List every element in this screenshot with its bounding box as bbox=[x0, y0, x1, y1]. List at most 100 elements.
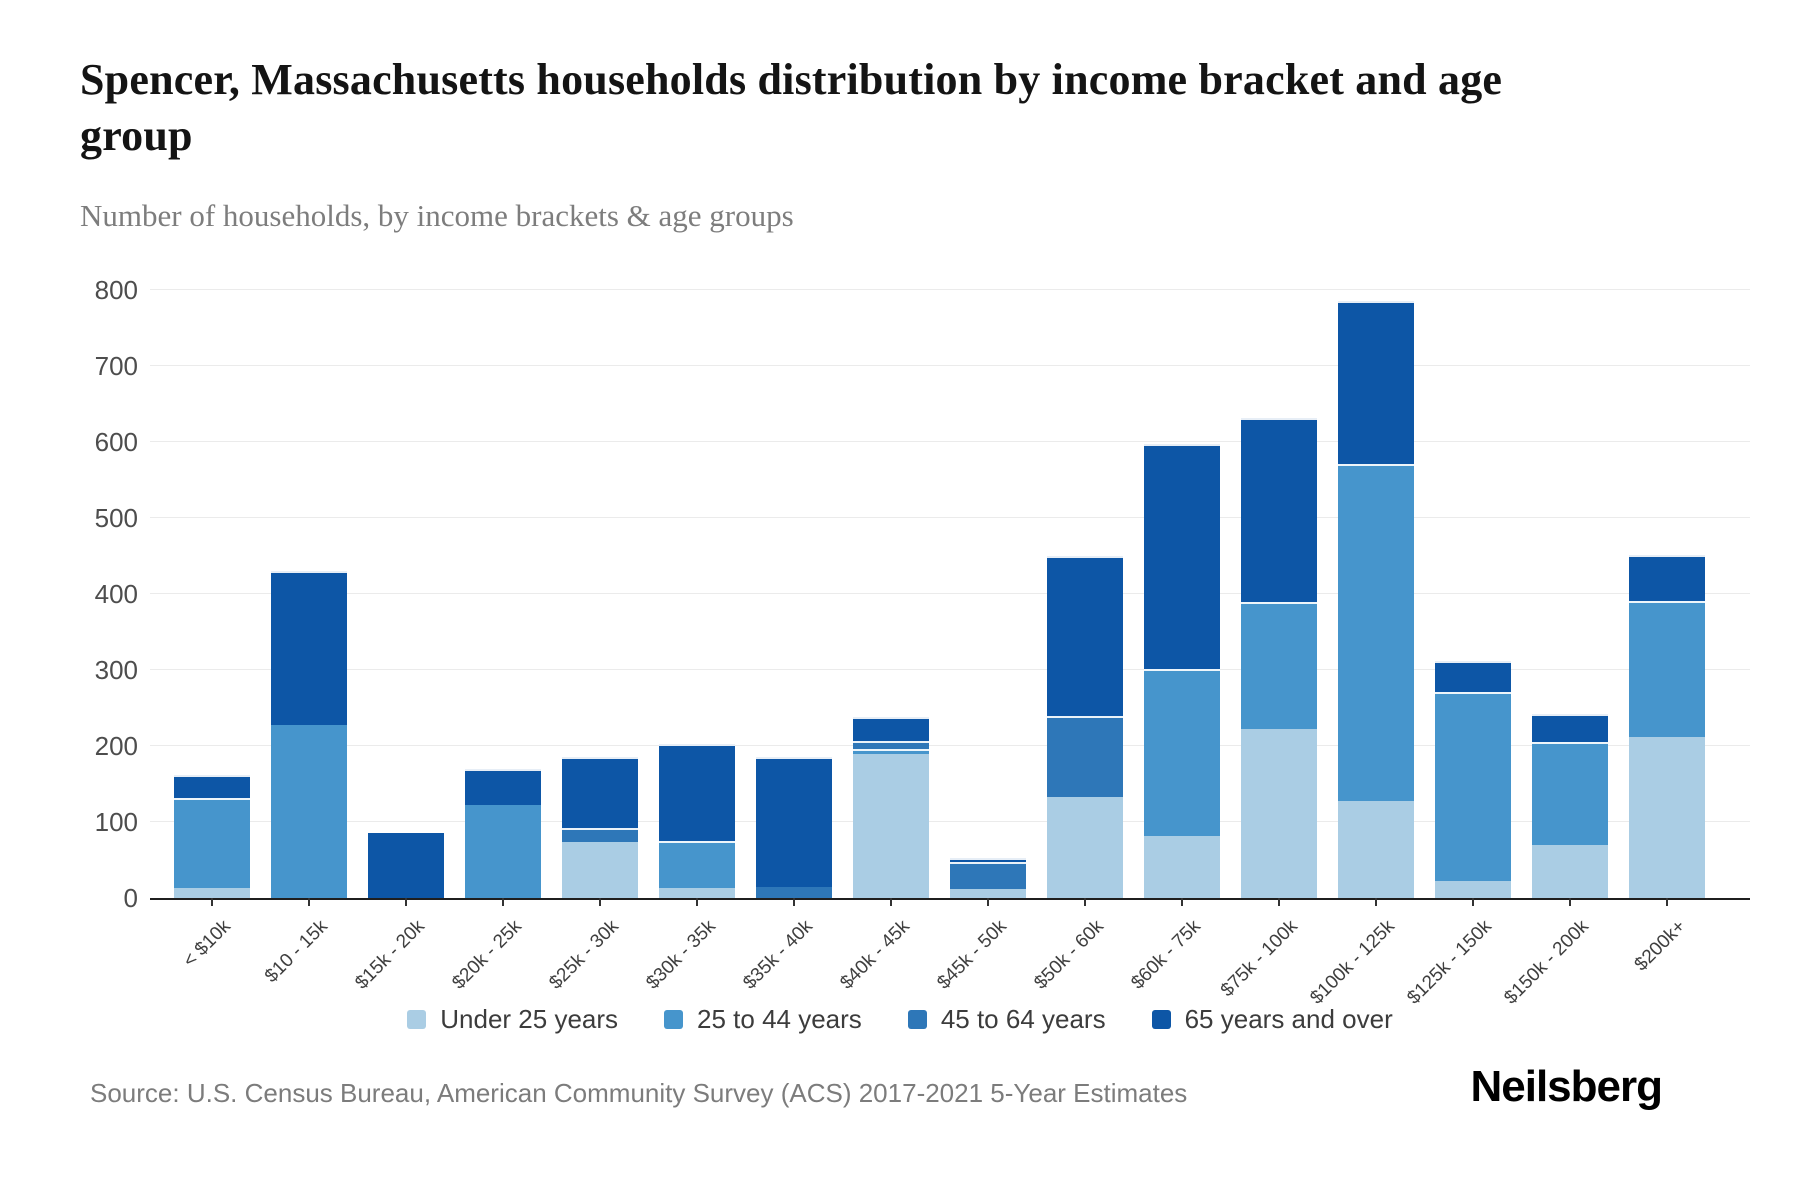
y-tick-label-400: 400 bbox=[94, 579, 138, 609]
bar-segment[interactable] bbox=[1338, 801, 1414, 898]
bar-segment[interactable] bbox=[950, 857, 1026, 862]
bar-segment[interactable] bbox=[853, 717, 929, 741]
x-tick bbox=[211, 898, 213, 906]
bar-200k+[interactable] bbox=[1629, 554, 1705, 898]
legend-label: 45 to 64 years bbox=[940, 1004, 1106, 1034]
bar-segment[interactable] bbox=[1144, 668, 1220, 836]
gridline-700 bbox=[150, 365, 1750, 366]
bar-100k-125k[interactable] bbox=[1338, 301, 1414, 898]
bar-segment[interactable] bbox=[368, 833, 444, 898]
bar-segment[interactable] bbox=[1144, 443, 1220, 669]
x-tick bbox=[1375, 898, 1377, 906]
page-subtitle: Number of households, by income brackets… bbox=[80, 198, 794, 233]
bar-segment[interactable] bbox=[1629, 600, 1705, 737]
bar-segment[interactable] bbox=[465, 805, 541, 898]
bar-segment[interactable] bbox=[659, 888, 735, 898]
legend-label: 25 to 44 years bbox=[697, 1004, 862, 1034]
bar-25k-30k[interactable] bbox=[562, 757, 638, 898]
x-tick bbox=[599, 898, 601, 906]
bar-segment[interactable] bbox=[950, 861, 1026, 889]
bar-75k-100k[interactable] bbox=[1241, 417, 1317, 898]
x-tick-label: $60k - 75k bbox=[1127, 916, 1205, 994]
y-tick-label-200: 200 bbox=[94, 731, 138, 761]
bar-segment[interactable] bbox=[1241, 729, 1317, 898]
y-tick-label-600: 600 bbox=[94, 427, 138, 457]
bar-50k-60k[interactable] bbox=[1047, 556, 1123, 898]
legend-swatch-icon bbox=[407, 1010, 427, 1029]
legend-item-65-years-and-over[interactable]: 65 years and over bbox=[1151, 1004, 1393, 1035]
x-tick-label: $45k - 50k bbox=[933, 916, 1011, 994]
bar-segment[interactable] bbox=[1047, 715, 1123, 797]
bar-segment[interactable] bbox=[1629, 736, 1705, 898]
bar-segment[interactable] bbox=[1047, 556, 1123, 716]
bar-segment[interactable] bbox=[562, 828, 638, 842]
bar-segment[interactable] bbox=[1435, 880, 1511, 898]
bar-segment[interactable] bbox=[465, 768, 541, 806]
x-tick bbox=[987, 898, 989, 906]
legend-item-under-25-years[interactable]: Under 25 years bbox=[407, 1004, 618, 1035]
bar-segment[interactable] bbox=[1241, 601, 1317, 730]
x-tick bbox=[308, 898, 310, 906]
bar-segment[interactable] bbox=[1144, 835, 1220, 898]
x-tick bbox=[890, 898, 892, 906]
bar-20k-25k[interactable] bbox=[465, 768, 541, 898]
bar-segment[interactable] bbox=[1435, 660, 1511, 693]
bar-10k[interactable] bbox=[174, 774, 250, 898]
bar-segment[interactable] bbox=[659, 841, 735, 889]
bar-segment[interactable] bbox=[1532, 714, 1608, 743]
gridline-100 bbox=[150, 821, 1750, 822]
legend-swatch-icon bbox=[1151, 1010, 1171, 1029]
bar-segment[interactable] bbox=[1241, 417, 1317, 602]
bar-segment[interactable] bbox=[1338, 464, 1414, 802]
bar-segment[interactable] bbox=[853, 754, 929, 898]
bar-segment[interactable] bbox=[271, 725, 347, 898]
bar-segment[interactable] bbox=[1047, 796, 1123, 898]
x-tick-label: $50k - 60k bbox=[1030, 916, 1108, 994]
x-tick bbox=[1181, 898, 1183, 906]
bar-segment[interactable] bbox=[950, 888, 1026, 898]
y-tick-label-300: 300 bbox=[94, 655, 138, 685]
x-tick bbox=[1278, 898, 1280, 906]
bar-segment[interactable] bbox=[1338, 301, 1414, 465]
bar-segment[interactable] bbox=[562, 841, 638, 898]
bar-segment[interactable] bbox=[756, 886, 832, 898]
bar-segment[interactable] bbox=[1435, 692, 1511, 881]
x-tick-label: $35k - 40k bbox=[739, 916, 817, 994]
x-tick bbox=[1666, 898, 1668, 906]
bar-segment[interactable] bbox=[1532, 742, 1608, 845]
x-tick-label: $150k - 200k bbox=[1500, 916, 1593, 1009]
source-note: Source: U.S. Census Bureau, American Com… bbox=[90, 1078, 1188, 1108]
x-axis-line bbox=[150, 898, 1750, 900]
bar-segment[interactable] bbox=[271, 571, 347, 726]
bar-segment[interactable] bbox=[1629, 554, 1705, 601]
chart-legend: Under 25 years 25 to 44 years 45 to 64 yea… bbox=[0, 1004, 1800, 1035]
bar-30k-35k[interactable] bbox=[659, 743, 735, 898]
bar-15k-20k[interactable] bbox=[368, 833, 444, 898]
legend-label: 65 years and over bbox=[1184, 1004, 1393, 1034]
bar-segment[interactable] bbox=[659, 743, 735, 842]
x-tick-label: $20k - 25k bbox=[448, 916, 526, 994]
bar-150k-200k[interactable] bbox=[1532, 714, 1608, 898]
bar-segment[interactable] bbox=[174, 888, 250, 898]
y-tick-label-700: 700 bbox=[94, 351, 138, 381]
bar-segment[interactable] bbox=[174, 798, 250, 889]
bar-segment[interactable] bbox=[853, 740, 929, 750]
bar-125k-150k[interactable] bbox=[1435, 660, 1511, 898]
gridline-200 bbox=[150, 745, 1750, 746]
bar-segment[interactable] bbox=[853, 749, 929, 755]
bar-segment[interactable] bbox=[1532, 844, 1608, 898]
x-tick bbox=[793, 898, 795, 906]
bar-segment[interactable] bbox=[562, 757, 638, 829]
bar-segment[interactable] bbox=[174, 774, 250, 799]
bar-35k-40k[interactable] bbox=[756, 757, 832, 898]
bar-60k-75k[interactable] bbox=[1144, 443, 1220, 898]
x-tick-label: $200k+ bbox=[1630, 916, 1690, 976]
bar-45k-50k[interactable] bbox=[950, 857, 1026, 898]
bar-segment[interactable] bbox=[756, 757, 832, 887]
bar-40k-45k[interactable] bbox=[853, 717, 929, 898]
legend-item-25-to-44-years[interactable]: 25 to 44 years bbox=[664, 1004, 862, 1035]
bar-10-15k[interactable] bbox=[271, 571, 347, 898]
legend-item-45-to-64-years[interactable]: 45 to 64 years bbox=[907, 1004, 1106, 1035]
x-tick-label: $75k - 100k bbox=[1216, 916, 1302, 1002]
